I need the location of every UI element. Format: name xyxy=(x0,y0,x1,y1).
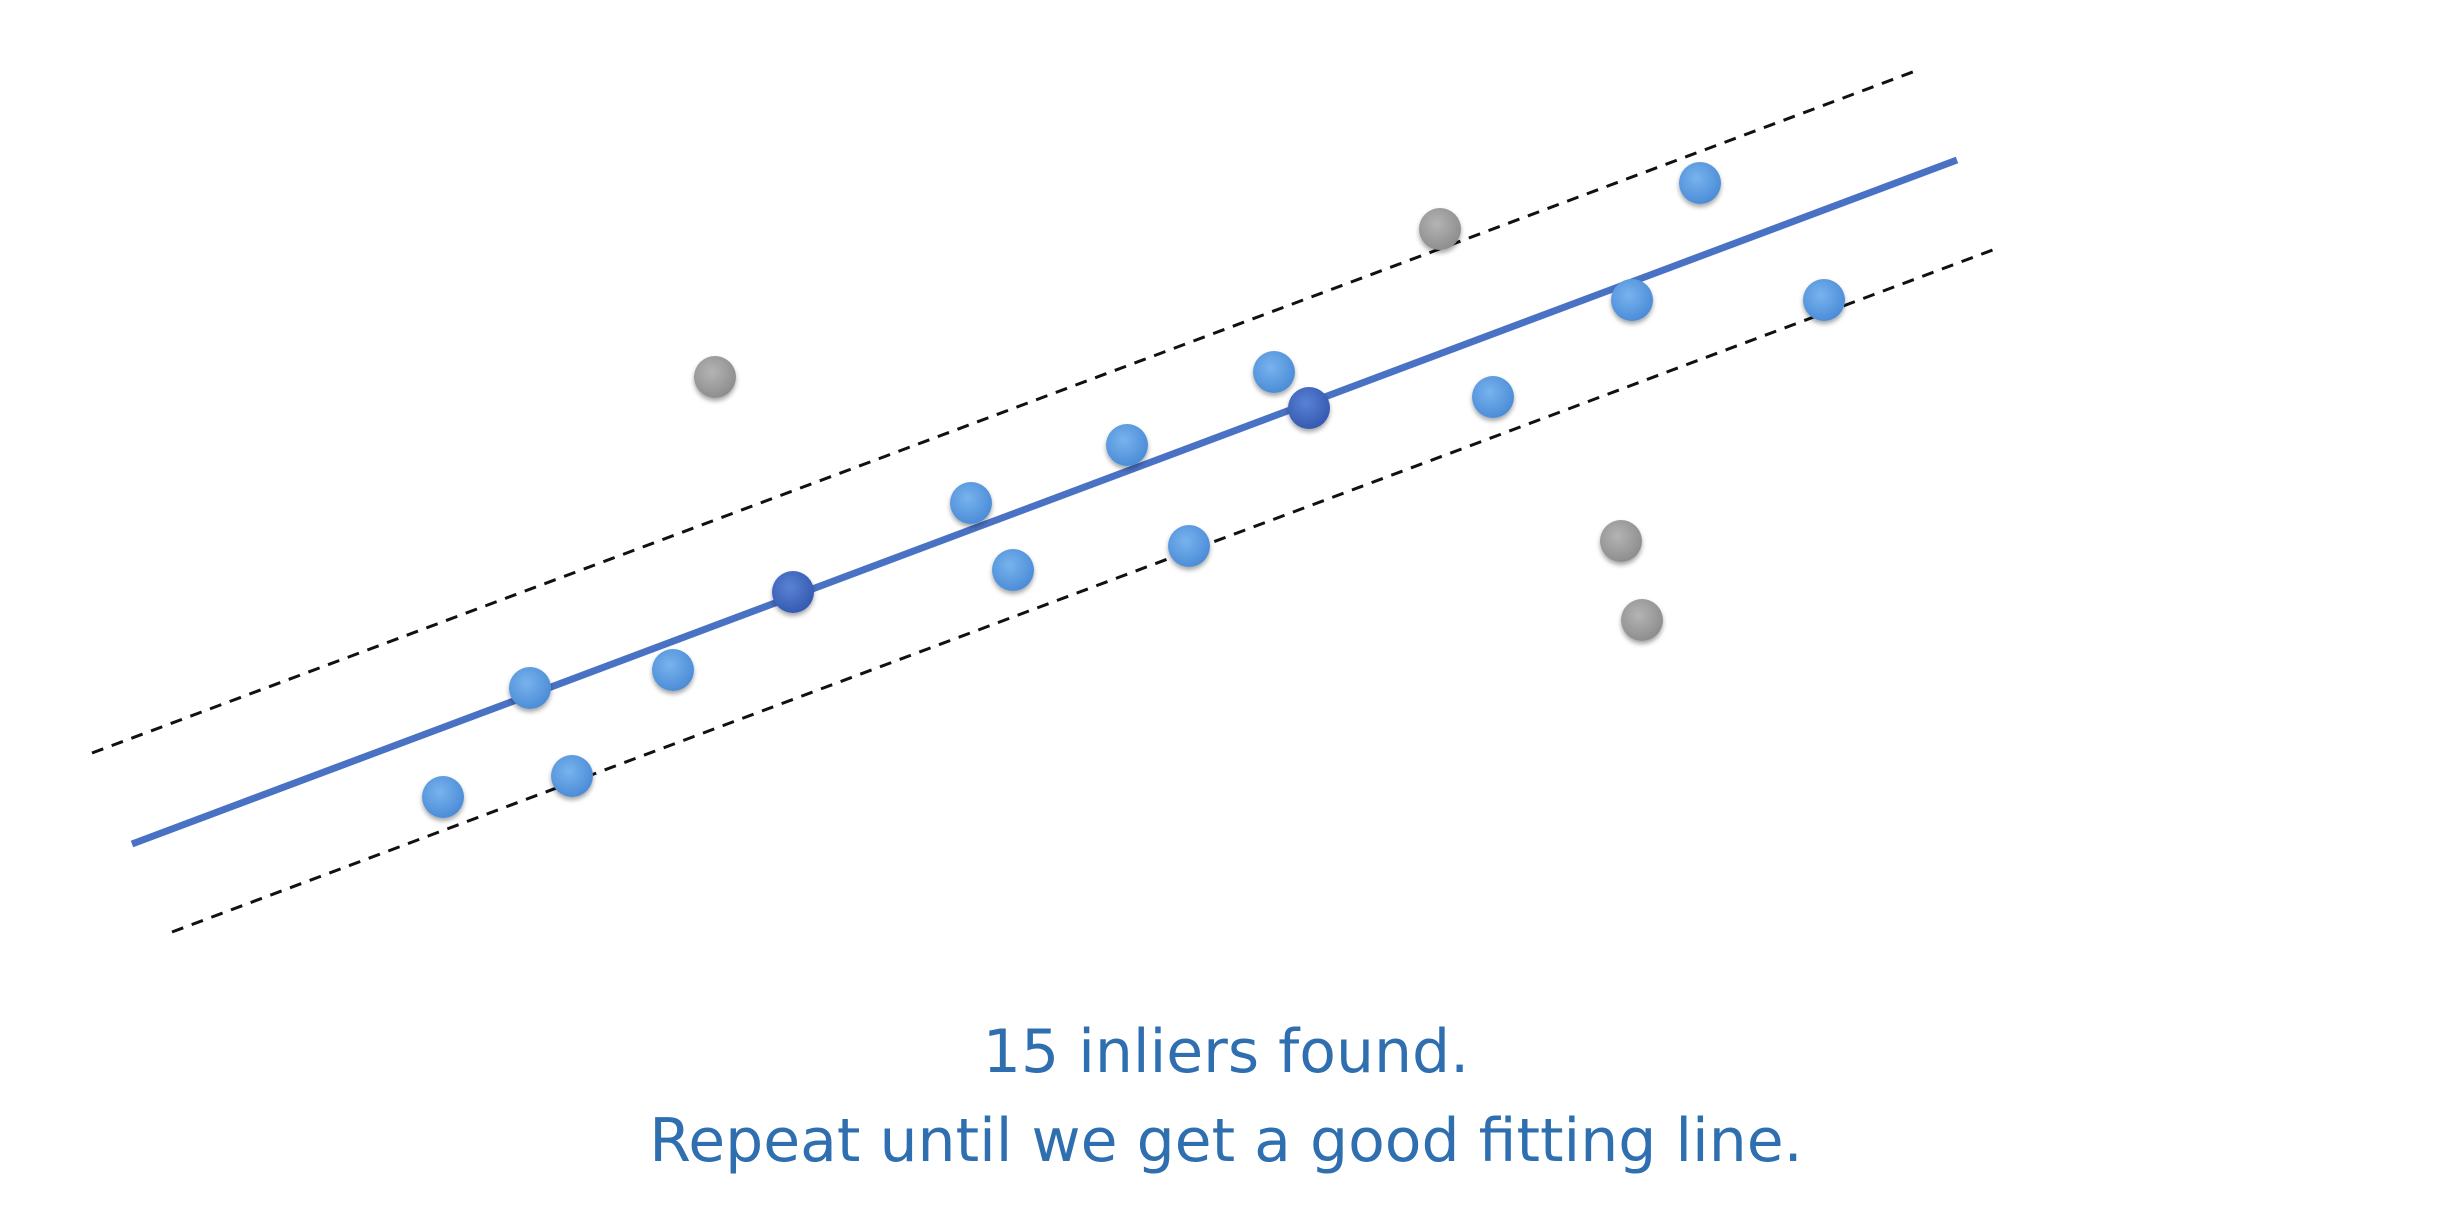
sample-point xyxy=(1288,387,1330,429)
inlier-point xyxy=(509,667,551,709)
inlier-point xyxy=(1472,376,1514,418)
caption-repeat-instruction: Repeat until we get a good fitting line. xyxy=(649,1106,1803,1176)
outlier-point xyxy=(1419,208,1461,250)
inlier-point xyxy=(1168,525,1210,567)
outlier-point xyxy=(1621,599,1663,641)
inlier-point xyxy=(1611,279,1653,321)
caption-inliers-found: 15 inliers found. xyxy=(982,1017,1470,1087)
points-layer xyxy=(422,162,1845,818)
inlier-point xyxy=(422,776,464,818)
threshold-line-upper xyxy=(91,68,1919,755)
inlier-point xyxy=(1803,279,1845,321)
threshold-line-lower xyxy=(171,246,1999,934)
inlier-point xyxy=(1679,162,1721,204)
outlier-point xyxy=(694,356,736,398)
inlier-point xyxy=(551,755,593,797)
inlier-point xyxy=(652,649,694,691)
fitted-line xyxy=(130,156,1959,848)
inlier-point xyxy=(950,482,992,524)
lines-layer xyxy=(91,68,1999,934)
sample-point xyxy=(772,571,814,613)
inlier-point xyxy=(1106,424,1148,466)
inlier-point xyxy=(992,549,1034,591)
inlier-point xyxy=(1253,351,1295,393)
outlier-point xyxy=(1600,520,1642,562)
